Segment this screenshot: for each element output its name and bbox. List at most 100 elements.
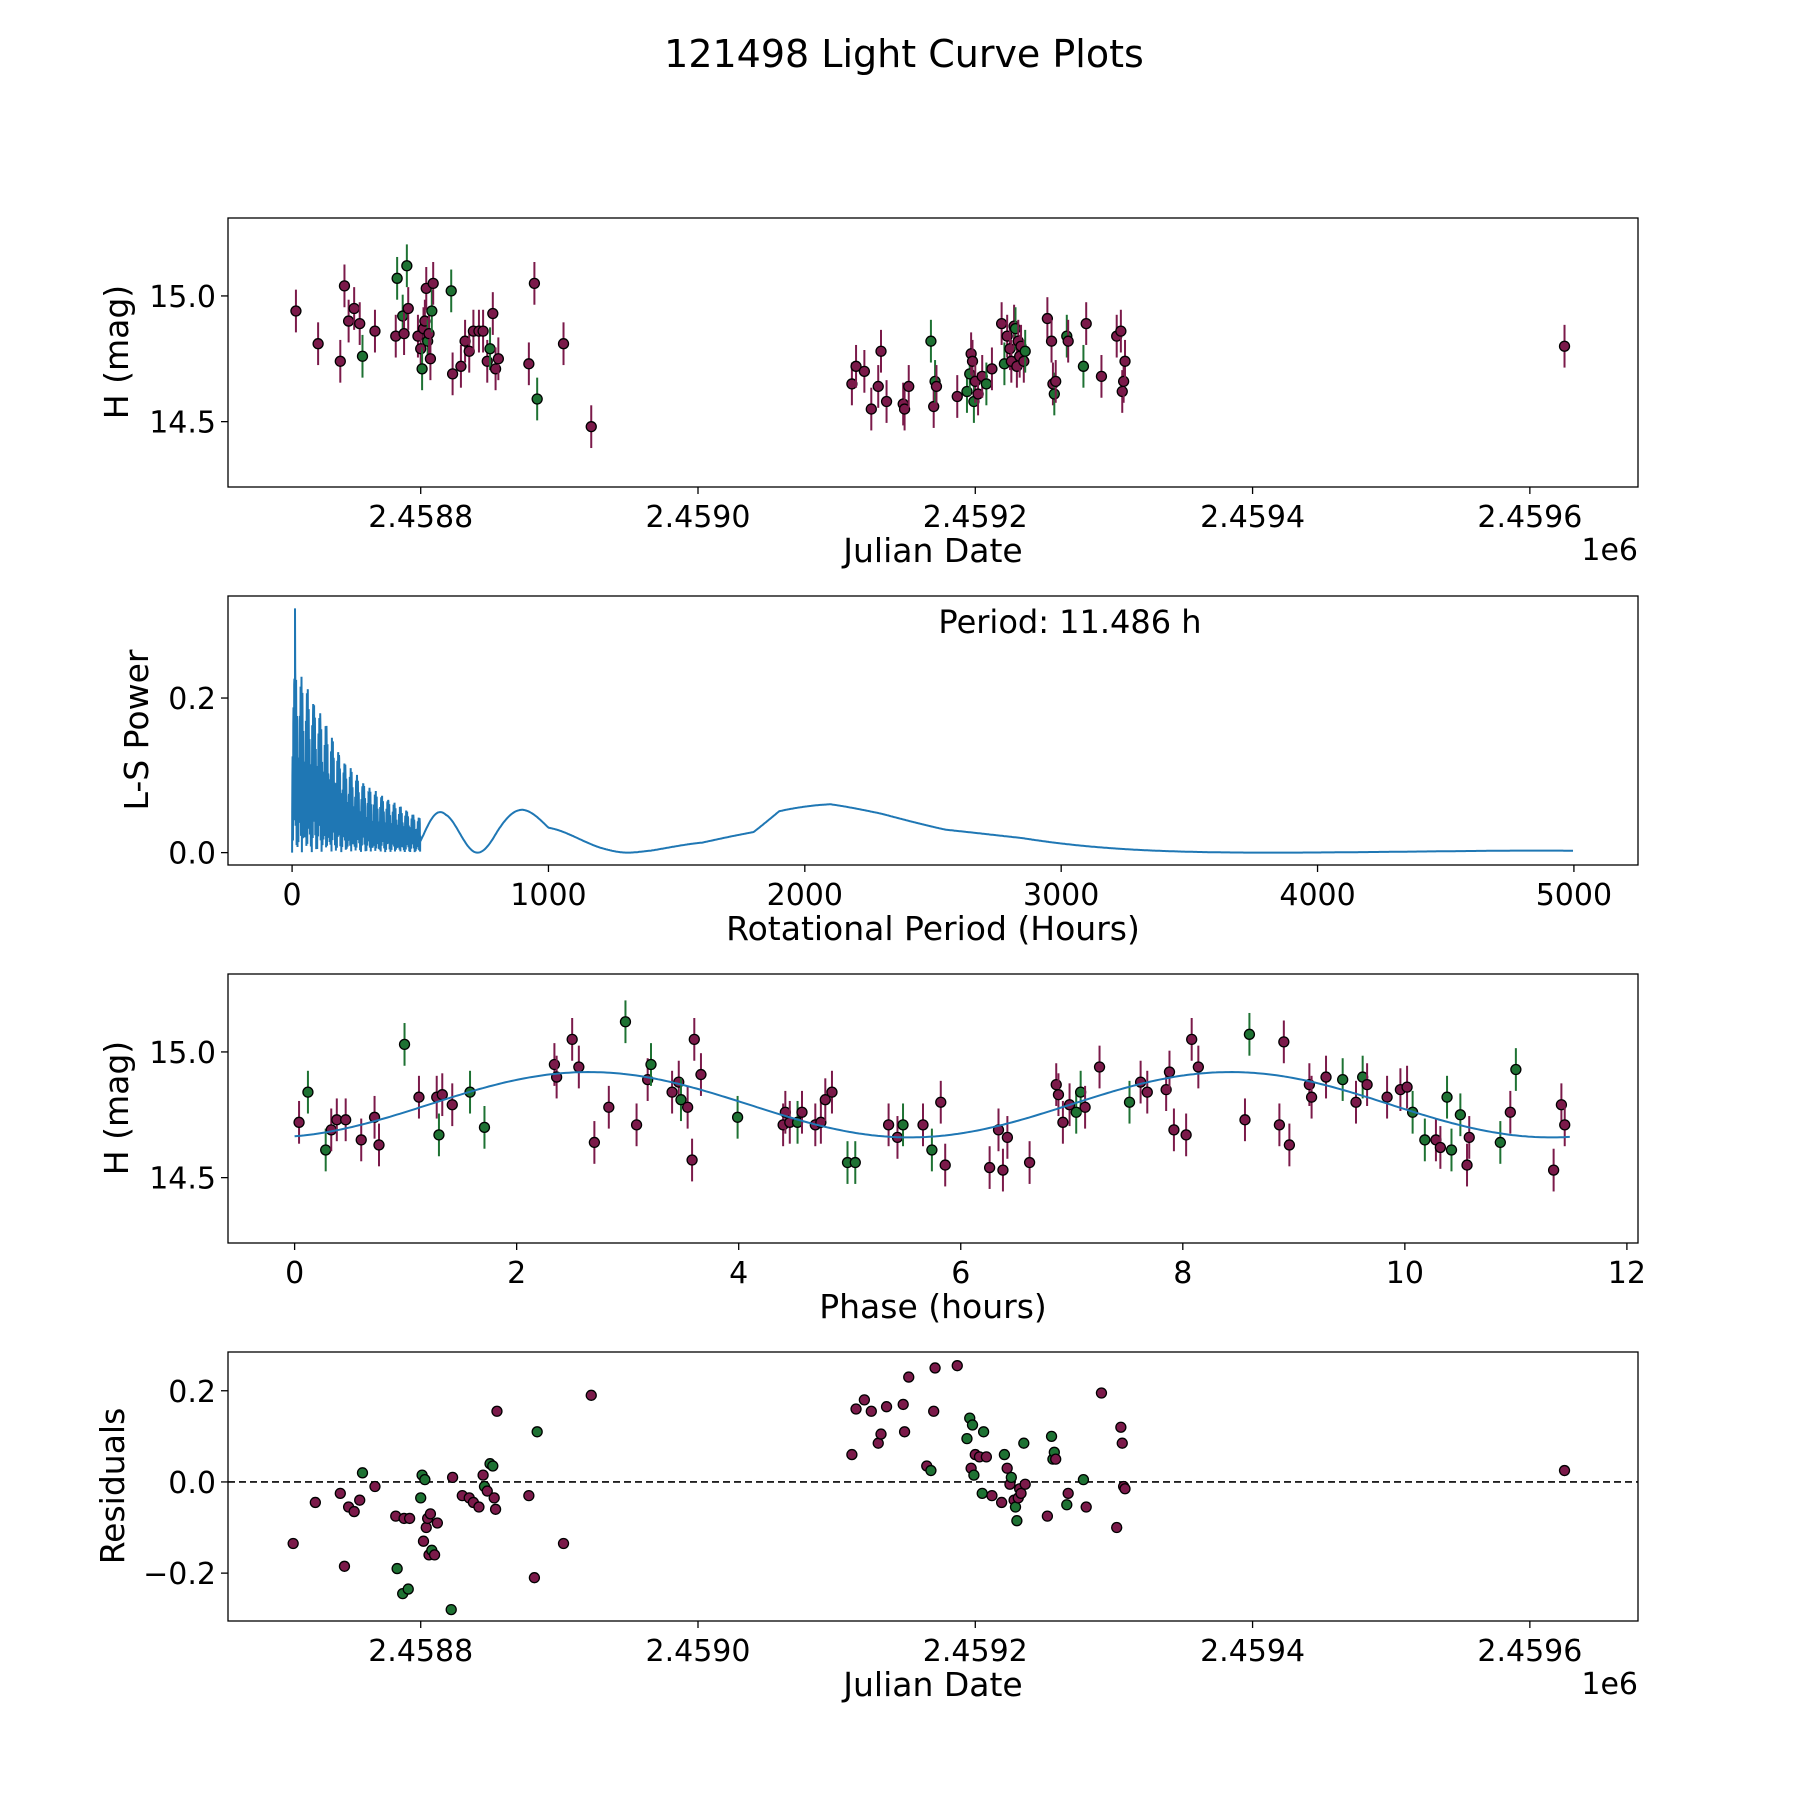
periodogram-series-line [291,608,1573,854]
residuals-point [445,1603,457,1616]
residuals-point [487,1460,499,1472]
residuals-point [585,1389,597,1401]
lightcurve-point [1018,355,1030,367]
phased-point [478,1121,491,1134]
lightcurve-yticks: 14.5 15.0 [149,280,216,441]
lightcurve-point [1117,375,1130,388]
residuals-point [334,1487,346,1499]
lightcurve-ylabel: H (mag) [97,285,136,419]
phased-point [573,1061,585,1073]
lightcurve-offset-label: 1e6 [1581,533,1638,568]
lightcurve-point [424,353,437,365]
residuals-point [1011,1515,1023,1527]
residuals-point [850,1403,862,1415]
periodogram-ytick-label: 0.2 [168,682,216,717]
lightcurve-point [1116,385,1128,398]
phased-point [293,1116,305,1128]
phased-point [695,1068,707,1081]
residuals-point [951,1360,963,1372]
residuals-point [928,1405,940,1417]
periodogram-xtick-label: 3000 [1023,878,1099,913]
residuals-point [1061,1499,1073,1511]
lightcurve-point [903,380,915,393]
phased-point [796,1106,808,1118]
phased-point [566,1033,578,1046]
phased-point [1186,1033,1198,1046]
residuals-point [417,1535,430,1547]
residuals-point [977,1426,990,1438]
phased-point [1461,1159,1473,1171]
lightcurve-point [290,305,302,317]
phased-point [1052,1089,1065,1101]
residuals-point [980,1451,993,1463]
residuals-point [986,1489,998,1502]
residuals-point [1558,1464,1571,1477]
residuals-point [1116,1437,1128,1449]
periodogram-xtick-label: 4000 [1279,878,1355,913]
residuals-axes-frame [227,1351,1639,1622]
residuals-xtick-label: 2.4590 [646,1634,751,1669]
phased-point [1350,1096,1362,1108]
residuals-panel: 2.4588 2.4590 2.4592 2.4594 2.4596 −0.2 … [93,1351,1639,1704]
phased-point [1361,1078,1373,1091]
residuals-ytick-label: 0.0 [168,1466,216,1501]
phased-point [320,1144,332,1156]
phased-model-curve [294,1070,1570,1139]
lightcurve-axes-frame [227,217,1639,488]
phased-point [645,1058,657,1071]
phased-ytick-label: 14.5 [149,1162,216,1197]
phased-ytick-label: 15.0 [149,1036,216,1071]
residuals-point [477,1469,489,1481]
phased-point [939,1159,951,1171]
phased-point [1454,1109,1467,1121]
lightcurve-xtick-label: 2.4590 [646,500,751,535]
phased-point [413,1091,425,1103]
residuals-point [1050,1453,1062,1465]
lightcurve-point [391,272,403,284]
residuals-point [481,1485,493,1497]
phased-xtick-label: 4 [729,1256,748,1291]
residuals-point [420,1521,432,1534]
phased-point [688,1033,700,1046]
lightcurve-point [1095,370,1108,383]
lightcurve-point [484,343,496,355]
phased-xlabel: Phase (hours) [819,1287,1047,1326]
lightcurve-point [1041,312,1054,325]
phased-point [731,1111,744,1123]
phased-point [1057,1116,1069,1128]
residuals-point [1115,1421,1127,1433]
lightcurve-point [925,335,937,347]
phased-point [373,1139,385,1151]
phased-point [1504,1106,1516,1118]
lightcurve-ytick-label: 14.5 [149,406,216,441]
lightcurve-point [872,380,884,393]
phased-xtick-label: 10 [1386,1256,1424,1291]
residuals-point [391,1562,403,1575]
phased-point [666,1086,678,1098]
lightcurve-point [492,353,505,365]
phased-point [1001,1131,1014,1144]
periodogram-ytick-label: 0.0 [168,837,216,872]
lightcurve-point [455,360,467,372]
phased-point [1180,1129,1192,1141]
residuals-point [968,1469,980,1481]
periodogram-xticks: 0 1000 2000 3000 4000 5000 [283,878,1613,913]
residuals-point [1045,1430,1058,1442]
residuals-point [898,1426,911,1438]
periodogram-yticks: 0.0 0.2 [168,682,216,872]
residuals-point [431,1517,444,1529]
lightcurve-point [402,302,414,315]
lightcurve-point [531,393,543,405]
lightcurve-point [369,325,381,337]
lightcurve-point [1077,360,1090,372]
phased-point [882,1119,895,1131]
lightcurve-point [528,277,541,290]
phased-point [1305,1091,1318,1103]
phased-point [1547,1164,1560,1176]
phased-point [983,1161,996,1174]
lightcurve-point [585,421,597,433]
phased-point [398,1038,411,1051]
residuals-point [1041,1510,1054,1522]
periodogram-panel: 0 1000 2000 3000 4000 5000 0.0 0.2 Perio… [117,595,1639,948]
residuals-point [523,1489,535,1502]
